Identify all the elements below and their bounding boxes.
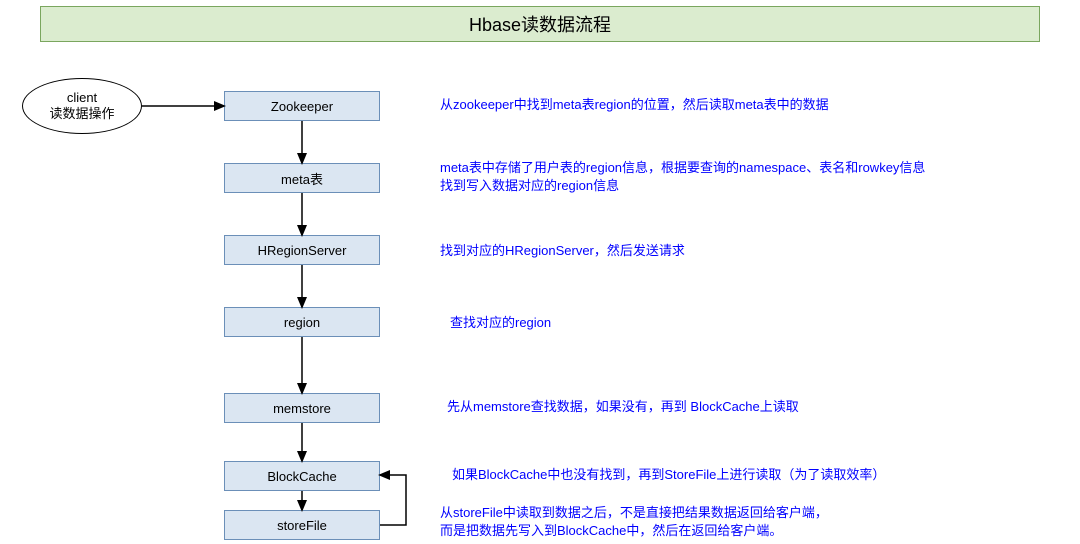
node-zookeeper-label: Zookeeper [271, 99, 333, 114]
client-ellipse-line1: client [67, 90, 97, 106]
arrow-layer [0, 0, 1080, 544]
node-storefile: storeFile [224, 510, 380, 540]
node-region-label: region [284, 315, 320, 330]
title-bar: Hbase读数据流程 [40, 6, 1040, 42]
node-meta-label: meta表 [281, 169, 323, 188]
node-hregionserver-label: HRegionServer [258, 243, 347, 258]
node-blockcache: BlockCache [224, 461, 380, 491]
node-meta: meta表 [224, 163, 380, 193]
desc-region: 查找对应的region [450, 314, 551, 332]
title-text: Hbase读数据流程 [469, 11, 611, 37]
desc-storefile: 从storeFile中读取到数据之后，不是直接把结果数据返回给客户端， 而是把数… [440, 504, 828, 539]
desc-blockcache: 如果BlockCache中也没有找到，再到StoreFile上进行读取（为了读取… [452, 466, 885, 484]
node-zookeeper: Zookeeper [224, 91, 380, 121]
node-hregionserver: HRegionServer [224, 235, 380, 265]
desc-zookeeper: 从zookeeper中找到meta表region的位置，然后读取meta表中的数… [440, 96, 829, 114]
client-ellipse: client 读数据操作 [22, 78, 142, 134]
node-memstore-label: memstore [273, 401, 331, 416]
desc-hregionserver: 找到对应的HRegionServer，然后发送请求 [440, 242, 685, 260]
node-storefile-label: storeFile [277, 518, 327, 533]
edge-storefile-blockcache-back [380, 475, 406, 525]
node-blockcache-label: BlockCache [267, 469, 336, 484]
desc-meta: meta表中存储了用户表的region信息，根据要查询的namespace、表名… [440, 159, 925, 194]
node-region: region [224, 307, 380, 337]
client-ellipse-line2: 读数据操作 [49, 106, 114, 122]
desc-memstore: 先从memstore查找数据，如果没有，再到 BlockCache上读取 [447, 398, 799, 416]
node-memstore: memstore [224, 393, 380, 423]
